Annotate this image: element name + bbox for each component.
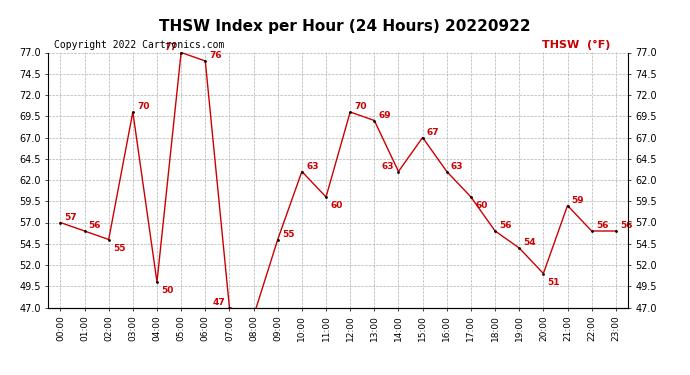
Text: 56: 56 [500,221,512,230]
Text: 55: 55 [282,230,295,239]
Text: 77: 77 [164,43,177,52]
Text: Copyright 2022 Cartronics.com: Copyright 2022 Cartronics.com [54,40,224,50]
Text: 63: 63 [451,162,464,171]
Text: 51: 51 [548,278,560,286]
Text: 57: 57 [65,213,77,222]
Text: 56: 56 [620,221,633,230]
Text: 63: 63 [382,162,394,171]
Text: THSW  (°F): THSW (°F) [542,40,611,50]
Text: 55: 55 [113,244,126,253]
Text: 70: 70 [137,102,150,111]
Text: 56: 56 [89,221,101,230]
Text: THSW Index per Hour (24 Hours) 20220922: THSW Index per Hour (24 Hours) 20220922 [159,19,531,34]
Text: 70: 70 [355,102,367,111]
Text: 56: 56 [596,221,609,230]
Text: 69: 69 [379,111,391,120]
Text: 59: 59 [572,196,584,205]
Text: 47: 47 [213,298,226,307]
Text: 60: 60 [331,201,342,210]
Text: 67: 67 [427,128,440,137]
Text: 54: 54 [524,238,536,247]
Text: 63: 63 [306,162,319,171]
Text: 46: 46 [0,374,1,375]
Text: 60: 60 [475,201,487,210]
Text: 50: 50 [161,286,173,295]
Text: 76: 76 [210,51,222,60]
